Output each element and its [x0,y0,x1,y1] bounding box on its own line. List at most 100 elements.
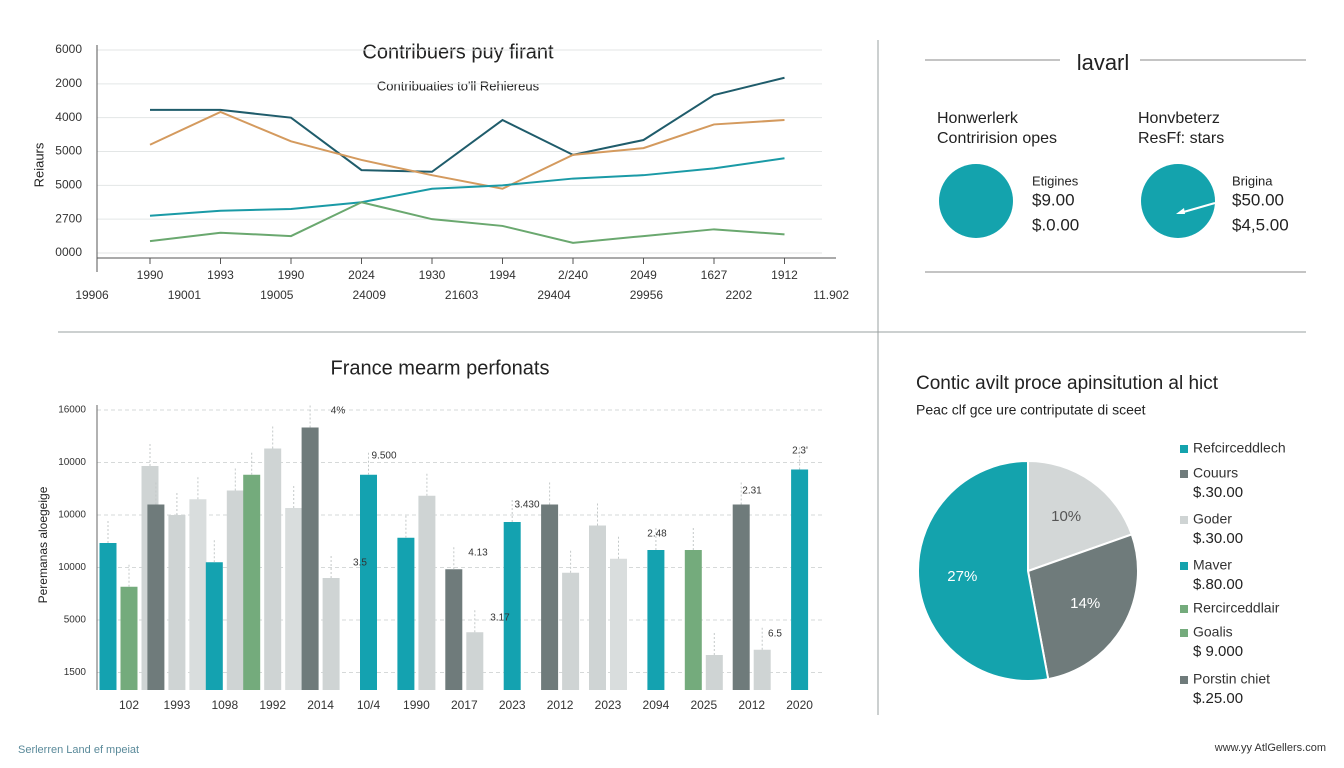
chart-title: Contribuers puy firant [362,41,554,63]
x-tick-label: 1990 [137,268,164,282]
kpi-heading: Honwerlerk [937,110,1019,127]
legend-swatch [1180,629,1188,637]
y-tick-label: 2000 [55,76,82,90]
bar [647,550,665,690]
bar [189,499,207,690]
legend-value: $.80.00 [1193,576,1243,593]
bar [360,474,377,690]
pie-slice [917,459,1050,682]
kpi-subheading: ResFf: stars [1138,130,1224,147]
legend-swatch [1180,676,1188,684]
chart-title: Contic avilt proce apinsitution al hict [916,373,1219,394]
kpi-value: $9.00 [1032,190,1075,209]
line-series [149,110,785,190]
bar [205,562,223,690]
line-series [150,76,785,173]
chart-subtitle: Contribuaties to'll Rehiereus [377,78,540,93]
legend-label: Rercirceddlair [1193,600,1280,616]
footer-right: www.yy AtlGellers.com [1214,742,1326,754]
slice-label: 10% [1051,508,1081,525]
kpi-heading: Honvbeterz [1138,110,1220,127]
legend-swatch [1180,562,1188,570]
bar [705,655,723,690]
x-tick-label: 2094 [643,698,670,712]
legend-swatch [1180,445,1188,453]
y-tick-label: 16000 [58,405,86,416]
bar [168,515,186,690]
bar-annotation: 3.430 [514,500,539,511]
bar [562,572,580,690]
y-tick-label: 5000 [55,178,82,192]
bar [226,490,244,690]
x-tick-label-secondary: 2202 [725,288,752,302]
x-tick-label: 2023 [595,698,622,712]
legend-swatch [1180,605,1188,613]
y-axis-label: Peremanas aloegeige [36,486,50,603]
slice-label: 14% [1070,595,1100,612]
x-tick-label-secondary: 21603 [445,288,479,302]
legend-label: Goder [1193,511,1232,527]
legend-label: Couurs [1193,465,1238,481]
line-series [149,157,785,217]
bar [243,474,261,690]
legend-value: $.30.00 [1193,530,1243,547]
x-tick-label: 10/4 [357,698,381,712]
y-tick-label: 2700 [55,211,82,225]
x-tick-label: 1992 [259,698,286,712]
bar-annotation: 3.17 [490,613,510,624]
x-tick-label: 102 [119,698,139,712]
x-tick-label: 1990 [403,698,430,712]
chart-title: France mearm perfonats [331,357,550,379]
y-tick-label: 10000 [58,457,86,468]
panel-title: lavarl [1077,50,1130,75]
kpi-secondary: $.0.00 [1032,215,1079,234]
bar [541,504,559,690]
x-tick-label: 2023 [499,698,526,712]
y-tick-label: 10000 [58,562,86,573]
bar-annotation: 2.31 [742,486,762,497]
kpi-arrow-head [1176,208,1185,214]
x-tick-label: 2012 [547,698,574,712]
line-series [149,201,785,244]
bar [418,495,436,690]
legend-label: Goalis [1193,624,1233,640]
kpi-value: $50.00 [1232,190,1284,209]
bar [466,632,484,690]
x-tick-label-secondary: 29404 [537,288,571,302]
kpi-label: Etigines [1032,173,1079,188]
legend-label: Refcirceddlech [1193,440,1286,456]
x-tick-label-secondary: 29956 [630,288,664,302]
y-axis-label: Reiaurs [31,142,46,187]
x-tick-label-secondary: 19906 [75,288,109,302]
bar [397,537,415,690]
x-tick-label-secondary: 11.902 [813,288,849,302]
x-tick-label: 1930 [419,268,446,282]
y-tick-label: 1500 [64,667,87,678]
legend-value: $ 9.000 [1193,643,1243,660]
x-tick-label: 1990 [278,268,305,282]
legend-value: $.25.00 [1193,690,1243,707]
kpi-subheading: Contrirision opes [937,130,1057,147]
x-tick-label: 1993 [207,268,234,282]
kpi-icon [939,164,1013,238]
legend-swatch [1180,470,1188,478]
x-tick-label: 2014 [307,698,334,712]
y-tick-label: 6000 [55,42,82,56]
x-tick-label-secondary: 19005 [260,288,294,302]
x-tick-label: 2012 [738,698,765,712]
x-tick-label: 1994 [489,268,516,282]
legend-value: $.30.00 [1193,484,1243,501]
bar [301,427,319,690]
y-tick-label: 5000 [55,144,82,158]
bar [120,586,138,690]
bar [791,469,809,690]
bar-annotation: 4% [331,406,346,417]
bar [445,569,463,690]
bar [322,578,340,690]
x-tick-label-secondary: 19001 [168,288,202,302]
legend-swatch [1180,516,1188,524]
kpi-secondary: $4,5.00 [1232,215,1289,234]
x-tick-label: 2024 [348,268,375,282]
